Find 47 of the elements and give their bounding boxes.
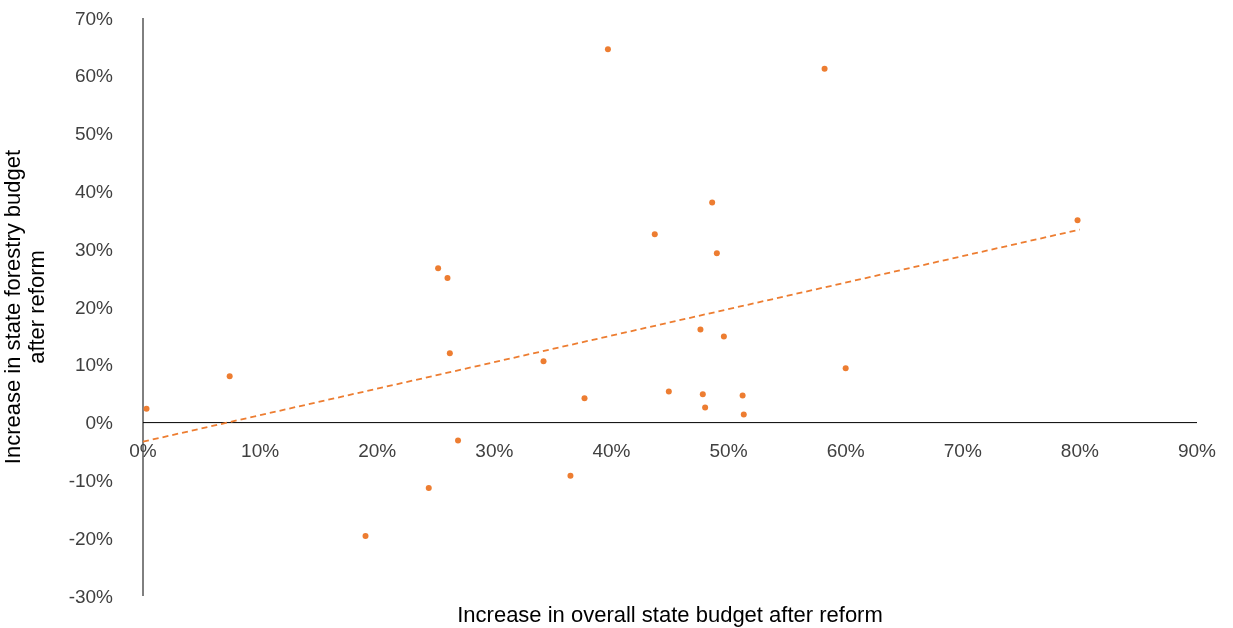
point [567,472,574,479]
point [446,350,453,357]
point [740,411,747,418]
y-tick-label: 30% [74,238,114,260]
y-tick-label: 70% [74,7,114,29]
y-tick-label: 40% [74,181,114,203]
point [581,395,588,402]
x-tick-label: 30% [475,439,514,461]
x-tick-label: 50% [709,439,748,461]
point [713,250,720,257]
point [455,437,462,444]
x-tick-label: 40% [592,439,631,461]
x-tick-label: 90% [1177,439,1217,461]
point [604,46,611,53]
y-tick-label: 60% [74,65,114,87]
x-tick-label: 70% [943,439,982,461]
point [651,231,658,238]
point [362,532,369,539]
y-tick-label: 0% [85,412,114,434]
y-tick-label: 10% [74,354,114,376]
point [444,275,451,282]
point [842,365,849,372]
point [697,326,704,333]
point [540,358,547,365]
point [702,404,709,411]
y-tick-label: -10% [68,470,114,492]
point [739,392,746,399]
y-tick-label: 20% [74,296,114,318]
point [665,388,672,395]
y-tick-label: 50% [74,123,114,145]
x-tick-label: 80% [1060,439,1100,461]
point [435,265,442,272]
point [699,391,706,398]
point [821,65,828,72]
x-tick-label: 20% [358,439,397,461]
x-axis-title: Increase in overall state budget after reform [457,602,883,627]
x-tick-label: 10% [241,439,280,461]
point [1074,217,1081,224]
point [143,405,150,412]
y-axis-title: Increase in state forestry budget after reform [0,149,50,465]
point [425,484,432,491]
x-tick-label: 60% [826,439,865,461]
y-tick-label: -20% [68,527,114,549]
y-tick-label: -30% [68,585,114,607]
point [226,373,233,380]
point [720,333,727,340]
point [709,199,716,206]
